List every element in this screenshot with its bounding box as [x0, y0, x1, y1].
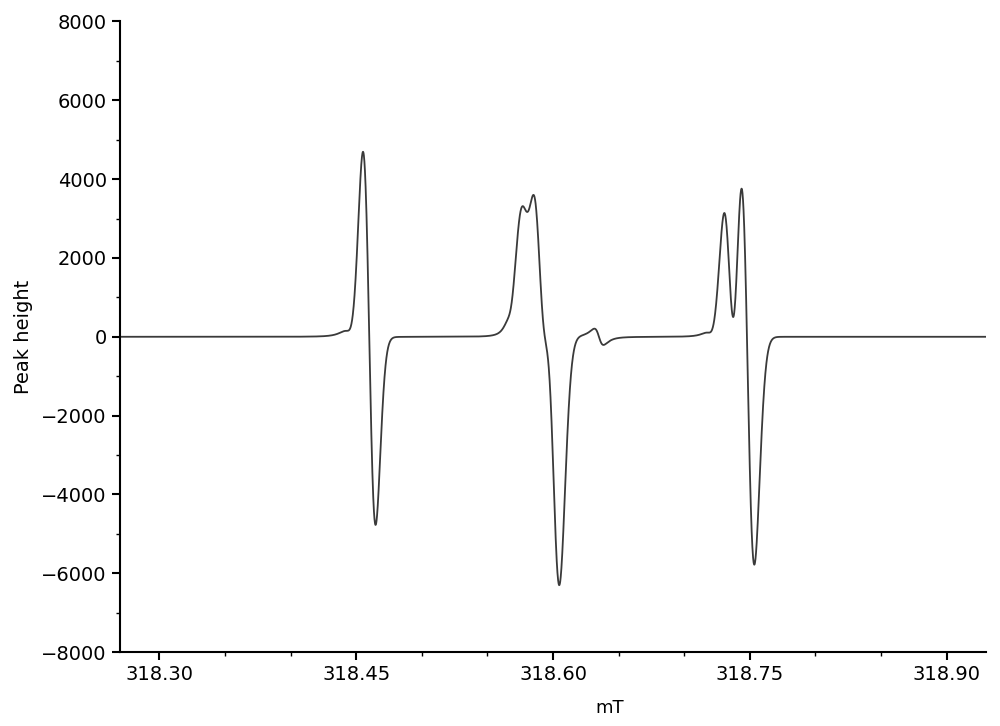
X-axis label: mT: mT: [595, 699, 624, 717]
Y-axis label: Peak height: Peak height: [14, 280, 33, 394]
